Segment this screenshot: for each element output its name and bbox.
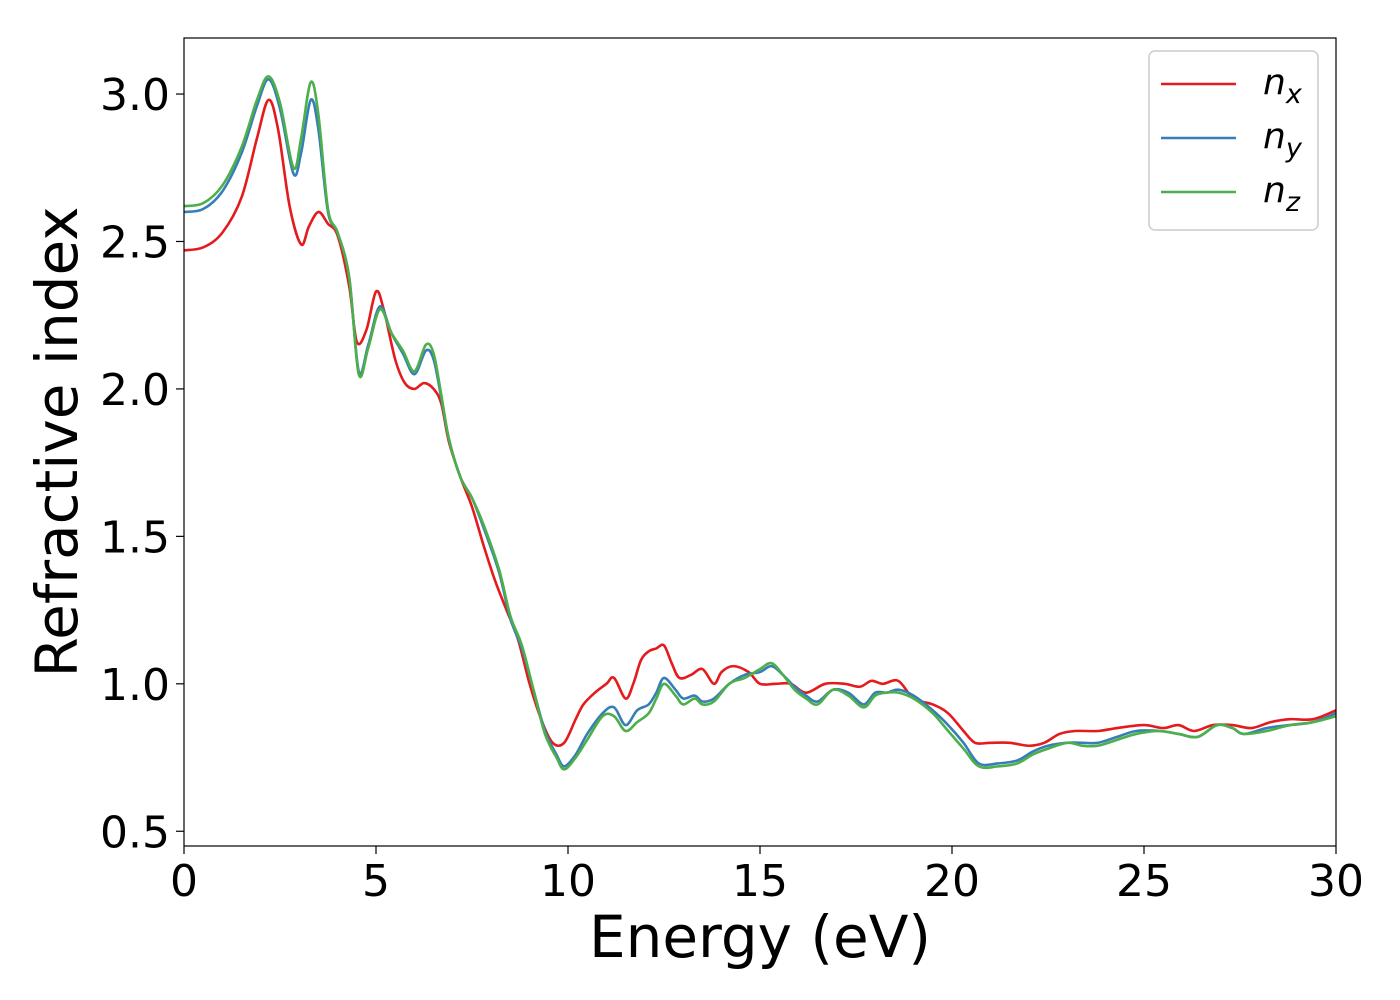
x-tick-label: 0 [170, 856, 198, 907]
x-tick-label: 20 [924, 856, 980, 907]
y-tick-label: 2.0 [100, 365, 170, 416]
y-axis: 0.5 1.0 1.5 2.0 2.5 3.0 [100, 70, 184, 858]
y-tick-label: 1.0 [100, 660, 170, 711]
series-line-nx [183, 98, 1337, 748]
y-tick-label: 0.5 [100, 807, 170, 858]
x-tick-label: 25 [1116, 856, 1172, 907]
x-tick-label: 10 [540, 856, 596, 907]
legend-box [1148, 50, 1319, 231]
x-tick-label: 5 [362, 856, 390, 907]
y-tick-label: 3.0 [100, 70, 170, 121]
x-axis: 0 5 10 15 20 25 30 [170, 846, 1364, 907]
series-layer [183, 75, 1337, 771]
x-tick-label: 30 [1308, 856, 1364, 907]
y-tick-label: 2.5 [100, 217, 170, 268]
y-axis-title: Refractive index [23, 206, 91, 677]
x-axis-title: Energy (eV) [589, 903, 931, 971]
plot-area [184, 38, 1336, 846]
series-line-nz [183, 75, 1337, 771]
x-tick-label: 15 [732, 856, 788, 907]
y-tick-label: 1.5 [100, 512, 170, 563]
